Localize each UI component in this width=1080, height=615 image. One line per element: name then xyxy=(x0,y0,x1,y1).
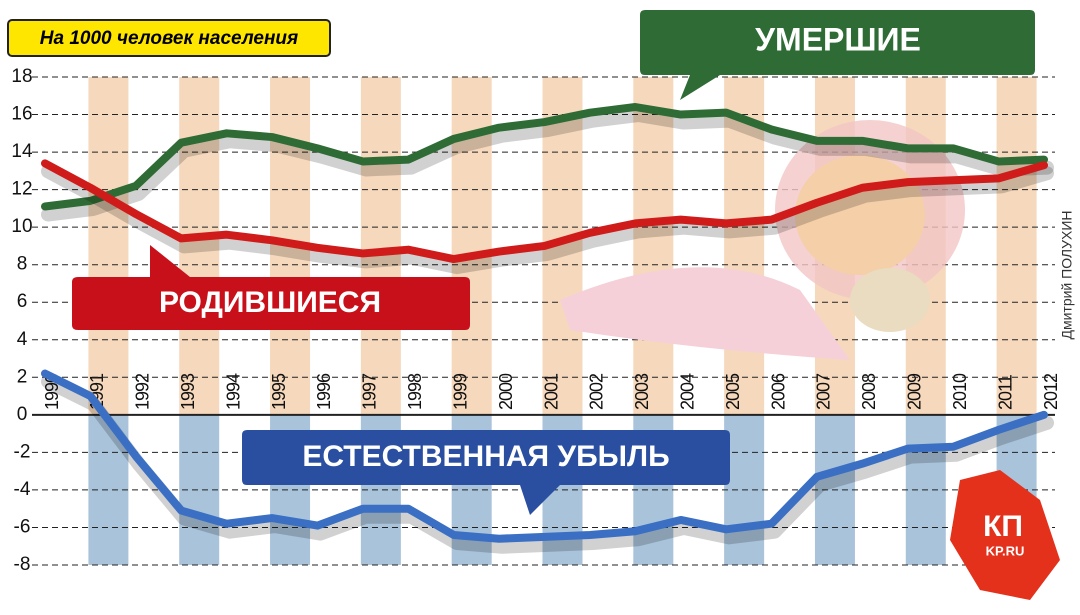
x-tick-label: 2011 xyxy=(995,374,1015,410)
x-tick-label: 2006 xyxy=(768,373,788,410)
y-label: На 1000 человек населения xyxy=(40,28,298,49)
x-tick-label: 2009 xyxy=(905,373,925,410)
x-tick-label: 1997 xyxy=(360,373,380,410)
x-tick-label: 2007 xyxy=(814,373,834,410)
band xyxy=(360,77,401,415)
x-tick-label: 2005 xyxy=(723,373,743,410)
band xyxy=(996,77,1037,415)
x-tick-label: 2003 xyxy=(632,373,652,410)
x-tick-label: 2008 xyxy=(859,373,879,410)
x-tick-label: 1998 xyxy=(405,373,425,410)
logo-splash xyxy=(950,470,1060,600)
y-tick-label: -8 xyxy=(14,554,31,575)
logo: КП xyxy=(983,510,1023,543)
y-tick-label: 10 xyxy=(11,216,32,237)
series-line xyxy=(41,369,1048,543)
y-tick-label: 12 xyxy=(11,179,32,200)
toy xyxy=(850,268,930,332)
y-tick-label: 4 xyxy=(17,329,28,350)
line-shadow xyxy=(41,374,1054,554)
x-tick-label: 2010 xyxy=(950,373,970,410)
x-tick-label: 1992 xyxy=(133,373,153,410)
callout xyxy=(242,430,730,515)
band xyxy=(724,77,765,415)
series-line xyxy=(41,103,1048,211)
x-tick-label: 1993 xyxy=(178,373,198,410)
callout xyxy=(640,10,1035,100)
x-tick-label: 2000 xyxy=(496,373,516,410)
series-label: УМЕРШИЕ xyxy=(755,21,921,57)
band xyxy=(633,77,674,415)
lines xyxy=(41,103,1054,554)
credit: Дмитрий ПОЛУХИН xyxy=(1059,210,1075,339)
title-box xyxy=(7,19,331,57)
y-tick-label: 16 xyxy=(11,104,32,125)
line-shadow xyxy=(41,164,1054,275)
y-tick-label: 8 xyxy=(17,254,28,275)
y-tick-label: -2 xyxy=(14,441,31,462)
x-tick-label: 1994 xyxy=(223,373,243,410)
y-tick-label: 2 xyxy=(17,366,28,387)
x-tick-label: 1999 xyxy=(450,373,470,410)
y-tick-label: 14 xyxy=(11,141,33,162)
x-tick-label: 1996 xyxy=(314,373,334,410)
series-line xyxy=(41,159,1048,264)
x-tick-label: 2012 xyxy=(1041,373,1061,410)
y-tick-label: 6 xyxy=(17,291,28,312)
logo-site: KP.RU xyxy=(986,543,1025,558)
x-tick-label: 1995 xyxy=(269,373,289,410)
x-tick-label: 2001 xyxy=(541,373,561,410)
towel xyxy=(560,267,850,360)
line-shadow xyxy=(41,108,1054,222)
band xyxy=(88,77,129,415)
x-tick-label: 2002 xyxy=(587,373,607,410)
y-tick-label: -6 xyxy=(14,516,31,537)
callout xyxy=(72,245,470,330)
x-tick-label: 2004 xyxy=(677,373,697,410)
y-tick-label: 18 xyxy=(11,66,32,87)
y-tick-label: 0 xyxy=(17,404,28,425)
series-label: ЕСТЕСТВЕННАЯ УБЫЛЬ xyxy=(302,440,669,473)
y-tick-label: -4 xyxy=(14,479,31,500)
series-label: РОДИВШИЕСЯ xyxy=(159,286,381,319)
